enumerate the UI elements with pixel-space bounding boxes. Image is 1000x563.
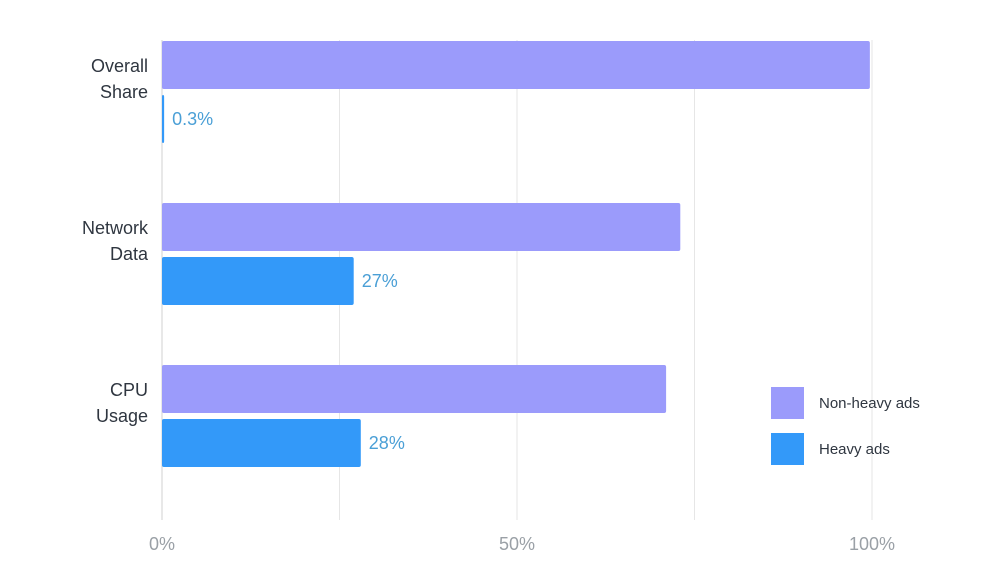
legend: Non-heavy ads Heavy ads bbox=[771, 387, 920, 465]
data-label-2: 28% bbox=[369, 433, 405, 453]
data-labels: 0.3% 27% 28% bbox=[172, 109, 405, 453]
category-label-0: Overall Share bbox=[91, 56, 148, 102]
bar-heavy-1 bbox=[162, 257, 354, 305]
x-tick-label-2: 50% bbox=[499, 534, 535, 554]
category-label-2: CPU Usage bbox=[96, 380, 148, 426]
legend-label-0: Non-heavy ads bbox=[819, 395, 920, 412]
legend-label-1: Heavy ads bbox=[819, 441, 890, 458]
bar-non-heavy-1 bbox=[162, 203, 681, 251]
category-label-1: Network Data bbox=[82, 218, 149, 264]
x-tick-label-4: 100% bbox=[849, 534, 895, 554]
category-labels: Overall Share Network Data CPU Usage bbox=[82, 56, 149, 426]
x-tick-labels: 0% 50% 100% bbox=[149, 534, 895, 554]
x-tick-label-0: 0% bbox=[149, 534, 175, 554]
bar-non-heavy-2 bbox=[162, 365, 667, 413]
data-label-0: 0.3% bbox=[172, 109, 213, 129]
bars bbox=[162, 41, 870, 467]
legend-swatch-1 bbox=[771, 433, 804, 465]
bar-non-heavy-0 bbox=[162, 41, 870, 89]
bar-heavy-0 bbox=[162, 95, 165, 143]
bar-heavy-2 bbox=[162, 419, 361, 467]
data-label-1: 27% bbox=[362, 271, 398, 291]
legend-swatch-0 bbox=[771, 387, 804, 419]
